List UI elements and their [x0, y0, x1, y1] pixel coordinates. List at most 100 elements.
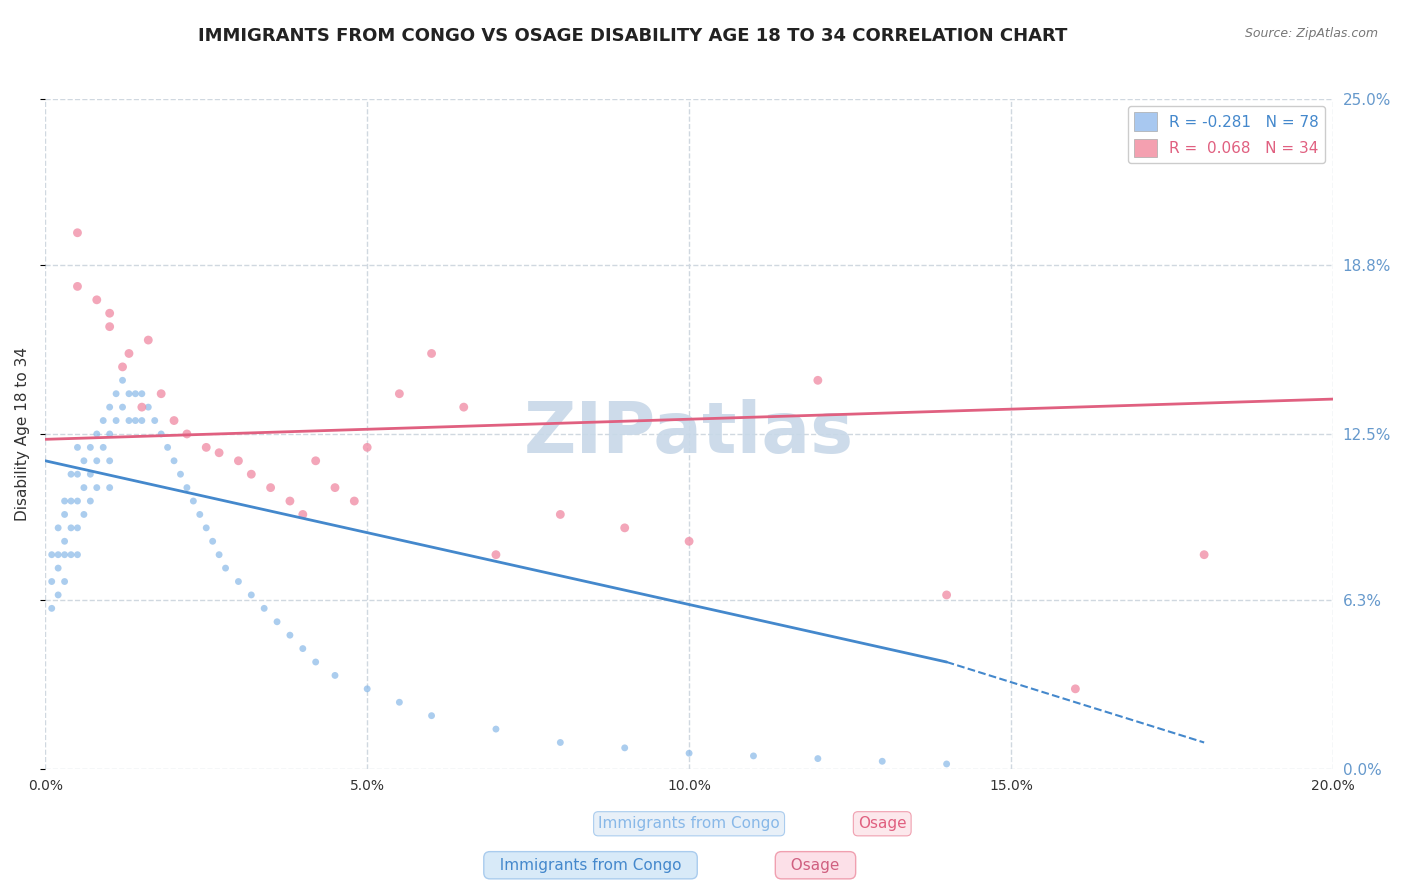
Point — [420, 708, 443, 723]
Point — [323, 668, 346, 682]
Point — [163, 413, 186, 427]
Point — [79, 494, 101, 508]
Point — [291, 641, 314, 656]
Point — [323, 481, 346, 495]
Point — [228, 454, 250, 468]
Point — [66, 279, 89, 293]
Text: Immigrants from Congo: Immigrants from Congo — [489, 858, 692, 872]
Point — [98, 400, 121, 414]
Point — [60, 521, 83, 535]
Point — [111, 400, 134, 414]
Point — [935, 588, 957, 602]
Point — [613, 521, 636, 535]
Point — [678, 746, 700, 760]
Point — [46, 588, 69, 602]
Point — [278, 628, 301, 642]
Point — [136, 333, 159, 347]
Point — [240, 588, 263, 602]
Point — [201, 534, 224, 549]
Point — [550, 735, 572, 749]
Point — [46, 548, 69, 562]
Point — [131, 386, 153, 401]
Point — [169, 467, 191, 482]
Point — [291, 508, 314, 522]
Text: Immigrants from Congo: Immigrants from Congo — [598, 816, 780, 831]
Point — [485, 722, 508, 736]
Point — [124, 386, 146, 401]
Point — [41, 601, 63, 615]
Point — [183, 494, 205, 508]
Point — [176, 481, 198, 495]
Point — [356, 681, 378, 696]
Point — [66, 467, 89, 482]
Point — [131, 413, 153, 427]
Point — [742, 748, 765, 763]
Point — [678, 534, 700, 549]
Point — [91, 441, 114, 455]
Point — [60, 467, 83, 482]
Point — [305, 655, 328, 669]
Point — [343, 494, 366, 508]
Point — [73, 454, 96, 468]
Point — [46, 521, 69, 535]
Point — [98, 427, 121, 442]
Point — [228, 574, 250, 589]
Point — [118, 386, 141, 401]
Point — [1192, 548, 1215, 562]
Point — [111, 359, 134, 374]
Point — [208, 548, 231, 562]
Y-axis label: Disability Age 18 to 34: Disability Age 18 to 34 — [15, 347, 30, 521]
Point — [240, 467, 263, 482]
Point — [388, 695, 411, 709]
Point — [163, 454, 186, 468]
Point — [195, 521, 218, 535]
Point — [807, 373, 830, 387]
Point — [156, 441, 179, 455]
Point — [188, 508, 211, 522]
Point — [150, 427, 173, 442]
Point — [53, 534, 76, 549]
Point — [195, 441, 218, 455]
Point — [208, 446, 231, 460]
Point — [53, 494, 76, 508]
Point — [259, 481, 281, 495]
Point — [613, 740, 636, 755]
Point — [73, 481, 96, 495]
Point — [1064, 681, 1087, 696]
Point — [807, 751, 830, 765]
Point — [105, 386, 128, 401]
Point — [66, 548, 89, 562]
Point — [305, 454, 328, 468]
Point — [278, 494, 301, 508]
Point — [453, 400, 475, 414]
Text: Osage: Osage — [858, 816, 907, 831]
Text: Source: ZipAtlas.com: Source: ZipAtlas.com — [1244, 27, 1378, 40]
Point — [214, 561, 236, 575]
Point — [66, 441, 89, 455]
Point — [266, 615, 288, 629]
Text: IMMIGRANTS FROM CONGO VS OSAGE DISABILITY AGE 18 TO 34 CORRELATION CHART: IMMIGRANTS FROM CONGO VS OSAGE DISABILIT… — [198, 27, 1067, 45]
Point — [66, 494, 89, 508]
Point — [86, 427, 108, 442]
Point — [420, 346, 443, 360]
Point — [131, 400, 153, 414]
Point — [105, 413, 128, 427]
Point — [550, 508, 572, 522]
Point — [60, 494, 83, 508]
Point — [91, 413, 114, 427]
Point — [41, 574, 63, 589]
Point — [79, 441, 101, 455]
Point — [53, 508, 76, 522]
Point — [66, 226, 89, 240]
Point — [86, 293, 108, 307]
Point — [53, 548, 76, 562]
Point — [935, 756, 957, 771]
Point — [60, 548, 83, 562]
Point — [46, 561, 69, 575]
Point — [66, 521, 89, 535]
Point — [53, 574, 76, 589]
Point — [111, 373, 134, 387]
Text: Osage: Osage — [782, 858, 849, 872]
Point — [118, 413, 141, 427]
Point — [98, 481, 121, 495]
